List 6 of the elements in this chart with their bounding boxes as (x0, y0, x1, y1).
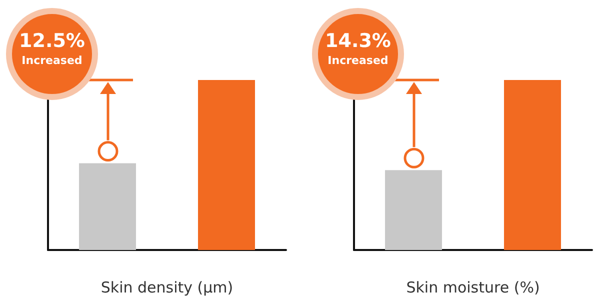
text: 12.5% (18, 29, 86, 54)
x-axis-title: Skin density (μm) (100, 278, 234, 296)
x-axis-title: Skin moisture (%) (406, 278, 540, 296)
text: 14.3% (324, 29, 392, 54)
text: Increased (20, 54, 84, 68)
text: Increased (326, 54, 390, 68)
